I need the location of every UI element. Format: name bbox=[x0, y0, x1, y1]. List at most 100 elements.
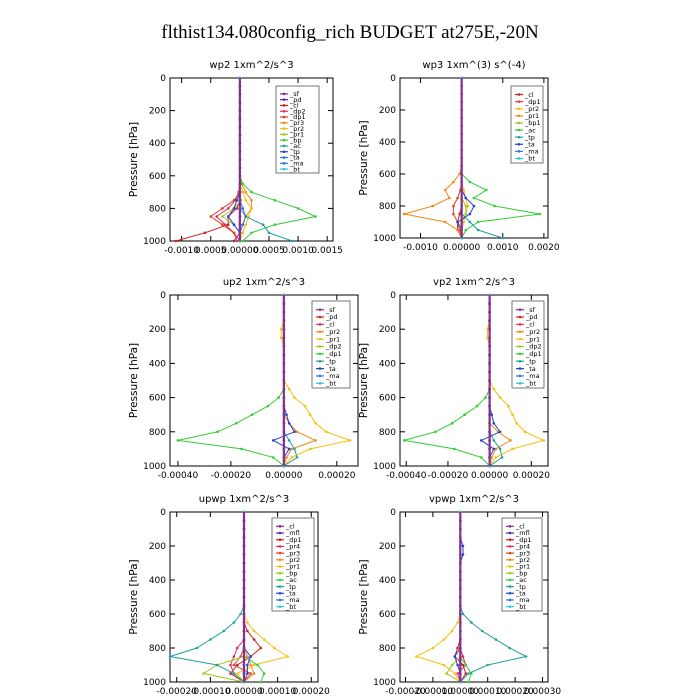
legend-marker bbox=[282, 127, 286, 130]
data-point bbox=[456, 621, 459, 624]
data-point bbox=[452, 204, 455, 208]
series-line-bp bbox=[202, 512, 245, 683]
x-tick-label: 0.00000 bbox=[265, 471, 302, 481]
data-point bbox=[480, 439, 483, 442]
data-point bbox=[461, 655, 465, 658]
legend-label: _cl bbox=[285, 523, 295, 531]
data-point bbox=[232, 239, 236, 243]
data-point bbox=[221, 223, 224, 226]
data-point bbox=[293, 396, 296, 399]
data-point bbox=[314, 215, 317, 218]
x-tick-label: 0.0015 bbox=[311, 246, 343, 256]
data-point bbox=[524, 655, 528, 658]
legend-label: _pr4 bbox=[285, 543, 300, 551]
legend-label: _tp bbox=[515, 583, 526, 591]
y-tick-label: 400 bbox=[379, 359, 396, 369]
data-point bbox=[485, 188, 488, 192]
legend-label: _mfl bbox=[515, 529, 530, 537]
data-point bbox=[267, 231, 271, 235]
legend-marker bbox=[282, 115, 286, 119]
data-point bbox=[456, 228, 459, 232]
data-point bbox=[259, 680, 263, 684]
data-point bbox=[272, 439, 275, 442]
data-point bbox=[287, 387, 291, 391]
data-point bbox=[234, 422, 238, 425]
data-point bbox=[250, 190, 253, 194]
legend-marker bbox=[282, 138, 286, 142]
legend-marker bbox=[282, 104, 286, 107]
chart-panel-6: vpwp 1xm^2/s^3 Pressure [hPa] 0 200 400 600 80… bbox=[358, 494, 561, 697]
data-point bbox=[285, 456, 288, 459]
legend-label: _pr3 bbox=[289, 119, 304, 127]
y-tick-label: 400 bbox=[379, 138, 396, 148]
data-point bbox=[494, 638, 498, 641]
data-point bbox=[287, 439, 291, 442]
data-point bbox=[458, 212, 461, 216]
plot-frame bbox=[169, 77, 334, 242]
data-point bbox=[490, 456, 494, 459]
legend-marker bbox=[518, 323, 522, 326]
data-point bbox=[290, 456, 294, 459]
legend-label: _bt bbox=[325, 380, 336, 388]
data-point bbox=[470, 621, 473, 624]
legend-label: _dp1 bbox=[285, 536, 302, 544]
legend-label: _ac bbox=[515, 576, 527, 584]
legend-marker bbox=[517, 100, 521, 103]
y-tick-label: 400 bbox=[379, 576, 396, 586]
y-tick-label: 200 bbox=[149, 325, 166, 335]
series-line-pr4 bbox=[229, 512, 245, 683]
y-tick-label: 0 bbox=[390, 74, 396, 84]
legend-marker bbox=[282, 150, 286, 154]
data-point bbox=[256, 663, 259, 667]
data-point bbox=[232, 621, 236, 624]
y-tick-label: 600 bbox=[149, 610, 166, 620]
legend-marker bbox=[517, 135, 521, 139]
data-point bbox=[431, 204, 435, 208]
data-point bbox=[246, 621, 249, 624]
x-tick-label: -0.00020 bbox=[385, 687, 426, 697]
legend-marker bbox=[508, 545, 512, 548]
x-tick-label: 0.0020 bbox=[528, 243, 560, 253]
legend-label: _mfl bbox=[285, 529, 300, 537]
y-axis-label: Pressure [hPa] bbox=[128, 343, 140, 418]
data-point bbox=[246, 629, 249, 633]
legend-label: _dp1 bbox=[289, 113, 306, 121]
data-point bbox=[279, 336, 283, 340]
data-point bbox=[458, 172, 461, 176]
legend-marker bbox=[518, 330, 522, 334]
series-line-pr1 bbox=[221, 78, 242, 241]
y-tick-label: 1000 bbox=[373, 234, 396, 244]
data-point bbox=[277, 396, 280, 399]
data-point bbox=[244, 190, 247, 194]
series-line-dp1 bbox=[177, 295, 285, 467]
data-point bbox=[461, 612, 465, 616]
data-point bbox=[466, 204, 470, 208]
legend-label: _sf bbox=[325, 306, 336, 314]
data-point bbox=[295, 456, 299, 459]
legend-label: _cl bbox=[289, 102, 299, 110]
legend-box bbox=[511, 300, 545, 389]
data-point bbox=[202, 672, 205, 675]
x-tick-label: 0.00000 bbox=[471, 471, 508, 481]
legend-marker bbox=[318, 315, 322, 319]
legend-label: _cl bbox=[524, 91, 534, 99]
x-tick-label: 0.0005 bbox=[253, 246, 285, 256]
legend-label: _tp bbox=[285, 583, 296, 591]
plot-frame bbox=[399, 294, 549, 467]
legend-marker bbox=[282, 167, 286, 171]
legend-label: _ta bbox=[325, 365, 336, 373]
data-point bbox=[464, 672, 468, 675]
legend-marker bbox=[518, 308, 522, 311]
legend-marker bbox=[282, 162, 286, 165]
data-point bbox=[287, 447, 291, 451]
legend-label: _pr1 bbox=[524, 112, 539, 120]
data-point bbox=[266, 404, 270, 408]
data-point bbox=[464, 663, 468, 667]
data-point bbox=[279, 327, 283, 331]
legend-marker bbox=[278, 525, 282, 528]
legend-label: _pr1 bbox=[325, 335, 340, 343]
legend-label: _cl bbox=[525, 321, 535, 329]
legend-marker bbox=[278, 591, 282, 595]
legend-label: _bt bbox=[289, 165, 300, 173]
data-point bbox=[511, 413, 514, 417]
